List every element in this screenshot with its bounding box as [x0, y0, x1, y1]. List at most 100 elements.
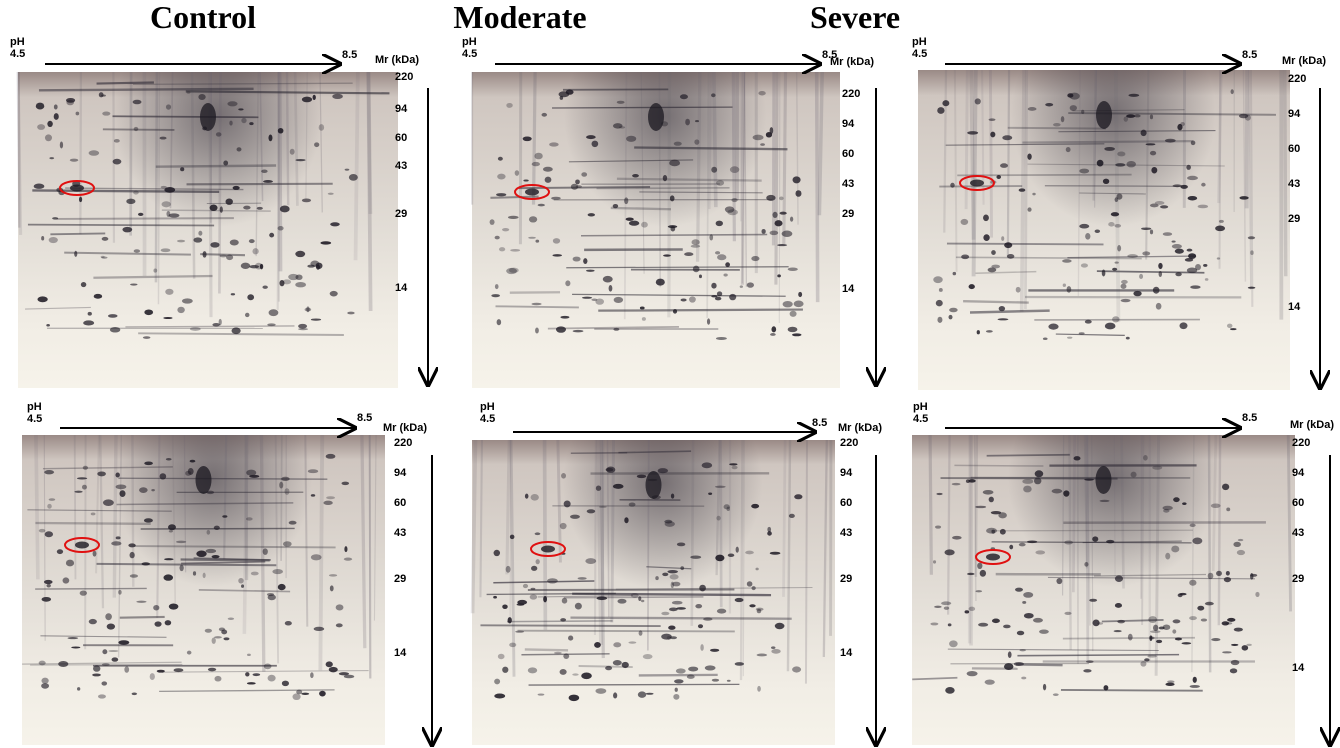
gel-spot [781, 230, 793, 237]
gel-spot [534, 532, 541, 536]
gel-spot [1164, 138, 1176, 143]
gel-band [50, 232, 106, 236]
gel-spot [1215, 225, 1226, 232]
gel-streak [741, 71, 746, 284]
gel-spot [706, 318, 711, 325]
gel-spot [247, 653, 251, 657]
gel-spot [232, 185, 240, 190]
gel-spot [1015, 286, 1021, 293]
gel-band [480, 624, 661, 628]
gel-spot [942, 100, 950, 107]
gel-band [563, 596, 704, 599]
gel-spot [205, 548, 217, 554]
gel-spot [1187, 175, 1198, 181]
gel-spot [771, 646, 776, 649]
mr-marker: 43 [840, 527, 852, 539]
gel-spot [1221, 621, 1230, 626]
gel-spot [227, 101, 238, 107]
gel-spot [107, 314, 118, 318]
gel-streak [782, 439, 787, 597]
gel-spot [1230, 659, 1240, 666]
gel-spot [78, 196, 83, 203]
gel-spot [575, 179, 580, 185]
gel-spot [1226, 507, 1231, 512]
gel-spot [717, 254, 727, 261]
mr-marker: 60 [1292, 497, 1304, 509]
gel-spot [1013, 662, 1025, 666]
gel-spot [325, 661, 333, 668]
gel-spot [542, 166, 553, 172]
gel-spot [262, 285, 268, 289]
gel-spot [131, 692, 138, 696]
gel-spot [714, 296, 722, 301]
gel-spot [669, 574, 679, 580]
gel-spot [506, 267, 517, 275]
gel-spot [991, 618, 1000, 624]
gel-streak [596, 439, 604, 646]
gel-spot [1033, 477, 1042, 485]
gel-spot [1162, 232, 1173, 236]
gel-streak [782, 71, 788, 245]
gel-spot [115, 536, 121, 540]
gel-spot [1015, 587, 1023, 592]
gel-band [1060, 689, 1203, 692]
gel-spot [684, 252, 694, 257]
gel-spot [1018, 188, 1026, 192]
mr-marker: 43 [395, 160, 407, 172]
gel-spot [782, 300, 793, 308]
gel-spot [715, 251, 721, 255]
gel-spot [97, 471, 106, 477]
gel-band [572, 293, 786, 297]
gel-streak [479, 439, 483, 598]
gel-band [116, 502, 294, 506]
gel-spot [168, 603, 179, 610]
gel-spot [966, 671, 978, 677]
gel-spot [496, 319, 502, 326]
gel-spot [502, 604, 508, 610]
gel-streak [1242, 69, 1247, 282]
gel-streak [778, 71, 781, 323]
gel-spot [671, 600, 683, 605]
ph-low: 4.5 [462, 48, 477, 60]
gel-spot [534, 152, 543, 160]
gel-band [946, 242, 1104, 246]
gel-spot [129, 574, 139, 578]
gel-spot [751, 586, 756, 591]
gel-spot [59, 141, 64, 149]
mr-marker: 60 [1288, 143, 1300, 155]
gel-spot [1042, 337, 1048, 341]
gel-streak [1207, 434, 1212, 673]
gel-spot [690, 555, 702, 559]
gel-spot [248, 239, 255, 244]
gel-spot [277, 226, 284, 231]
gel-spot [347, 311, 355, 315]
gel-spot [133, 249, 141, 253]
gel-spot [577, 577, 587, 580]
gel-spot [1004, 242, 1013, 249]
gel-band [610, 206, 672, 211]
ph-high: 8.5 [1242, 412, 1257, 424]
gel-band [639, 191, 763, 194]
ph-low: 4.5 [912, 48, 927, 60]
gel-spot [1062, 259, 1072, 263]
gel-spot [301, 198, 312, 203]
gel-spot [179, 564, 184, 572]
gel-spot [714, 485, 726, 488]
gel-spot [559, 522, 567, 530]
gel-spot [115, 484, 127, 490]
gel-spot [113, 139, 120, 143]
gel-band [986, 453, 1070, 457]
gel-spot [1149, 150, 1157, 156]
gel-spot [1023, 485, 1032, 493]
gel-spot [93, 665, 101, 672]
gel-spot [787, 267, 798, 272]
gel-spot [298, 323, 308, 329]
gel-spot [1148, 616, 1158, 623]
gel-streak [156, 434, 161, 619]
gel-streak [1154, 434, 1161, 676]
gel-streak [1083, 434, 1088, 569]
gel-spot [1152, 286, 1160, 294]
gel-spot [937, 107, 945, 114]
gel-band [955, 256, 1142, 260]
gel-spot [1154, 201, 1165, 205]
